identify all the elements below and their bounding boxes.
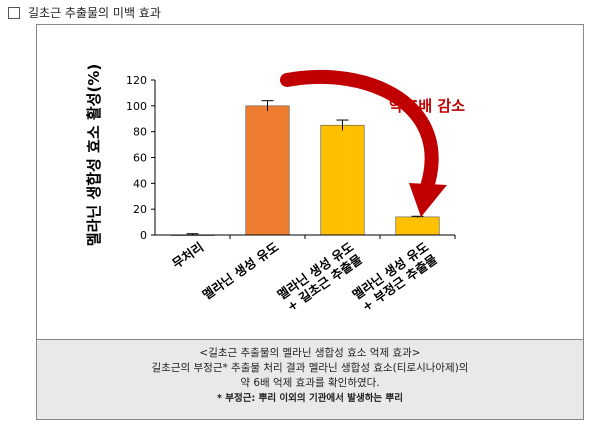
annotation-text: 약 6배 감소 [389, 97, 465, 115]
caption-line-2: 약 6배 억제 효과를 확인하였다. [240, 377, 380, 389]
bar [320, 124, 365, 236]
y-tick-label: 60 [133, 152, 147, 165]
decrease-arrowhead [409, 183, 447, 217]
chart: 멜라닌 생합성 효소 활성(%) 0 20 40 60 80 100 120 무처리 멜라닌 … [37, 25, 585, 337]
y-axis: 0 20 40 60 80 100 120 [126, 74, 156, 242]
y-axis-label: 멜라닌 생합성 효소 활성(%) [85, 64, 103, 246]
y-tick-label: 0 [140, 229, 147, 242]
caption-box: <길초근 추출물의 멜라닌 생합성 효소 억제 효과> 길초근의 부정근* 추출… [37, 339, 583, 419]
x-tick-label: 멜라닌 생성 유도 [200, 239, 282, 303]
decrease-arrow [280, 69, 439, 200]
y-tick-label: 20 [133, 203, 147, 216]
x-tick-label-line: 무처리 [169, 239, 206, 271]
x-tick-label: 멜라닌 생성 유도+ 길초근 추출물 [275, 239, 366, 314]
y-tick-label: 120 [126, 74, 147, 87]
y-tick-label: 40 [133, 177, 147, 190]
x-tick-label: 멜라닌 생성 유도+ 부정근 추출물 [350, 239, 441, 314]
bars [170, 100, 440, 236]
x-tick-label-line: 멜라닌 생성 유도 [200, 239, 282, 303]
bar [245, 105, 290, 236]
y-tick-label: 100 [126, 100, 147, 113]
y-tick-label: 80 [133, 126, 147, 139]
x-tick-label: 무처리 [169, 239, 206, 271]
caption-note: * 부정근: 뿌리 이외의 기관에서 발생하는 뿌리 [217, 393, 403, 404]
figure-frame: 멜라닌 생합성 효소 활성(%) 0 20 40 60 80 100 120 무처리 멜라닌 … [36, 24, 584, 420]
checkbox-icon [8, 6, 20, 19]
bar [395, 216, 440, 236]
heading-text: 길초근 추출물의 미백 효과 [28, 6, 161, 20]
section-heading: 길초근 추출물의 미백 효과 [8, 4, 161, 21]
caption-title: <길초근 추출물의 멜라닌 생합성 효소 억제 효과> [199, 347, 421, 359]
caption-line-1: 길초근의 부정근* 추출물 처리 결과 멜라닌 생합성 효소(티로시나아제)의 [151, 362, 469, 374]
